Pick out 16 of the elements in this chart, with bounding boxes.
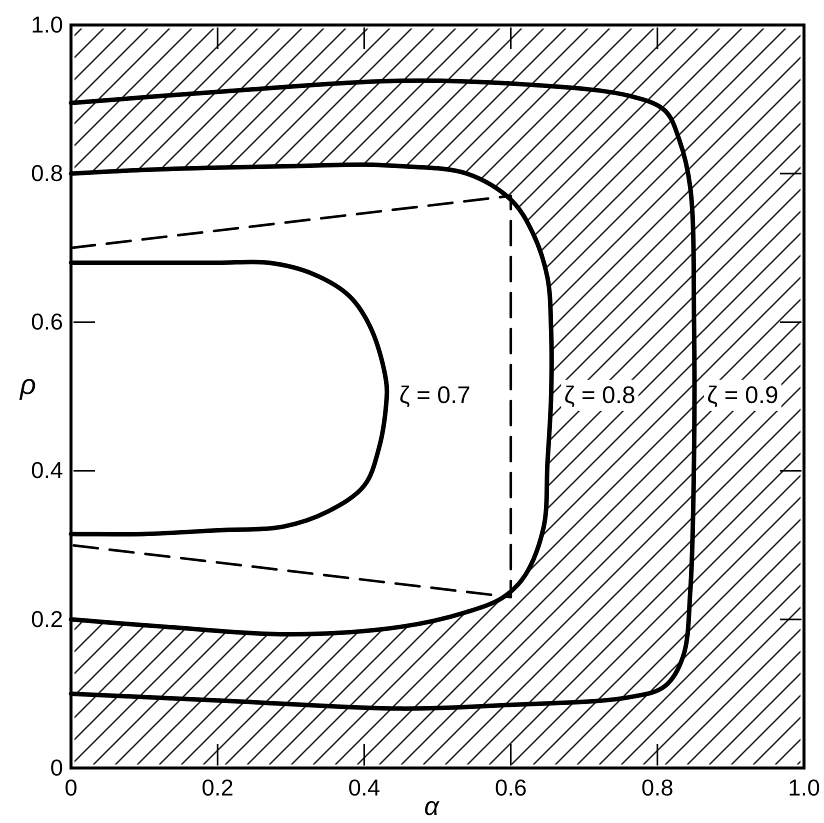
x-tick-label: 0.6 xyxy=(494,774,527,800)
series-label: ζ = 0.8 xyxy=(564,382,636,409)
y-tick-label: 0.4 xyxy=(31,457,64,484)
y-tick-label: 0.6 xyxy=(31,308,63,335)
y-tick-label: 0 xyxy=(50,754,63,780)
y-tick-label: 0.2 xyxy=(31,606,63,632)
x-tick-label: 0.4 xyxy=(348,774,380,800)
series-label: ζ = 0.7 xyxy=(399,382,470,409)
x-axis-title: α xyxy=(424,791,440,821)
y-axis-title: ρ xyxy=(18,368,36,400)
y-tick-label: 1.0 xyxy=(31,11,63,38)
series-label: ζ = 0.9 xyxy=(707,382,778,409)
y-tick-label: 0.8 xyxy=(31,160,63,186)
x-tick-label: 0.8 xyxy=(641,774,674,800)
x-tick-label: 1.0 xyxy=(788,774,820,800)
x-tick-label: 0.2 xyxy=(202,774,234,800)
